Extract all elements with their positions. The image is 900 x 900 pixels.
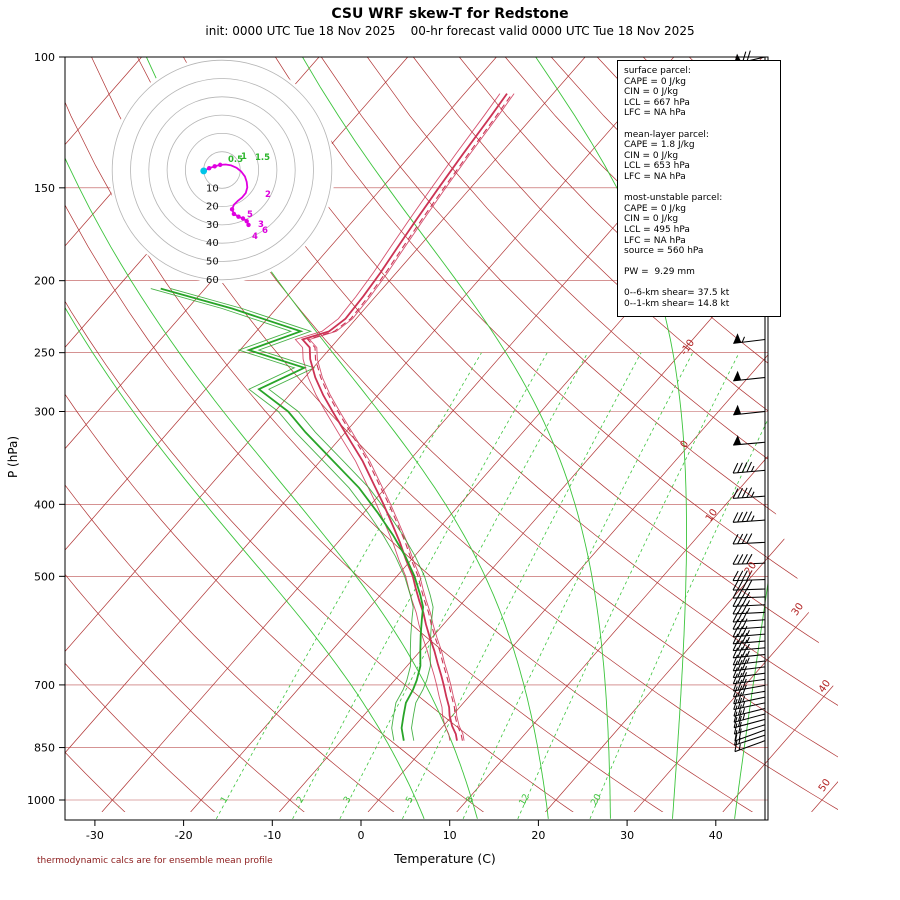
chart-subtitle: init: 0000 UTC Tue 18 Nov 2025 00-hr for… — [205, 24, 695, 38]
info-line: LFC = NA hPa — [624, 108, 686, 119]
svg-text:100: 100 — [34, 51, 55, 64]
info-line: CAPE = 0 J/kg — [624, 76, 687, 87]
svg-text:40: 40 — [817, 678, 833, 695]
info-line: surface parcel: — [624, 66, 691, 76]
info-line: 0--1-km shear= 14.8 kt — [624, 299, 730, 310]
axes: -30 -20 -10 0 10 20 30 401001502002503004005007… — [27, 51, 769, 842]
svg-text:5: 5 — [404, 795, 416, 805]
svg-text:1.5: 1.5 — [255, 153, 270, 163]
svg-text:-20: -20 — [175, 829, 193, 842]
svg-text:2: 2 — [265, 190, 271, 200]
svg-text:500: 500 — [34, 570, 55, 583]
svg-text:400: 400 — [34, 498, 55, 511]
svg-text:0: 0 — [679, 439, 692, 451]
svg-text:5: 5 — [247, 210, 253, 220]
svg-text:1: 1 — [241, 152, 247, 162]
info-line: PW = 9.29 mm — [624, 267, 695, 278]
info-line — [624, 183, 774, 194]
svg-text:20: 20 — [531, 829, 545, 842]
svg-text:0: 0 — [358, 829, 365, 842]
svg-text:60: 60 — [206, 275, 219, 286]
svg-text:40: 40 — [206, 238, 219, 249]
info-line — [624, 257, 774, 268]
svg-text:850: 850 — [34, 742, 55, 755]
svg-text:300: 300 — [34, 406, 55, 419]
svg-text:2: 2 — [295, 795, 307, 805]
svg-text:1: 1 — [219, 795, 231, 805]
svg-text:700: 700 — [34, 679, 55, 692]
svg-text:-10: -10 — [263, 829, 281, 842]
info-line: source = 560 hPa — [624, 246, 704, 257]
info-line — [624, 119, 774, 130]
svg-text:3: 3 — [342, 795, 354, 805]
info-line: LCL = 495 hPa — [624, 224, 690, 235]
info-line: LFC = NA hPa — [624, 235, 686, 246]
svg-text:-30: -30 — [86, 829, 104, 842]
svg-text:200: 200 — [34, 275, 55, 288]
info-line: CAPE = 1.8 J/kg — [624, 140, 695, 151]
svg-text:20: 20 — [206, 202, 219, 213]
svg-text:150: 150 — [34, 182, 55, 195]
svg-text:10: 10 — [206, 183, 219, 194]
info-line: LFC = NA hPa — [624, 171, 686, 182]
svg-text:4: 4 — [252, 232, 258, 242]
info-line: CAPE = 0 J/kg — [624, 203, 687, 214]
svg-text:1000: 1000 — [27, 794, 55, 807]
chart-title: CSU WRF skew-T for Redstone — [331, 6, 569, 22]
svg-text:0.5: 0.5 — [228, 155, 243, 165]
svg-text:50: 50 — [817, 777, 833, 794]
info-line: 0--6-km shear= 37.5 kt — [624, 288, 730, 299]
info-line — [624, 278, 774, 289]
info-line: CIN = 0 J/kg — [624, 87, 679, 98]
svg-text:3: 3 — [258, 220, 264, 230]
mixing-ratio-labels: 1 2 3 5 8 12 20 — [219, 792, 604, 807]
svg-text:250: 250 — [34, 347, 55, 360]
svg-text:40: 40 — [709, 829, 723, 842]
svg-text:12: 12 — [518, 793, 532, 808]
svg-text:30: 30 — [620, 829, 634, 842]
parcel-info-panel: surface parcel: CAPE = 0 J/kg CIN = 0 J/kg… — [617, 60, 781, 317]
info-line: most-unstable parcel: — [624, 193, 723, 204]
svg-text:8: 8 — [465, 795, 477, 805]
svg-text:6: 6 — [262, 226, 268, 236]
svg-text:20: 20 — [589, 792, 604, 807]
y-axis-label: P (hPa) — [6, 435, 20, 478]
svg-text:10: 10 — [443, 829, 457, 842]
info-line: CIN = 0 J/kg — [624, 214, 679, 225]
sounding-profiles — [150, 93, 515, 741]
footer-note: thermodynamic calcs are for ensemble mea… — [37, 856, 273, 866]
x-axis-label: Temperature (C) — [394, 851, 496, 866]
svg-text:-10: -10 — [679, 338, 697, 358]
wind-barbs — [732, 50, 766, 820]
svg-text:30: 30 — [206, 220, 219, 231]
info-line: LCL = 653 hPa — [624, 161, 690, 172]
info-line: LCL = 667 hPa — [624, 97, 690, 108]
info-line: CIN = 0 J/kg — [624, 150, 679, 161]
info-line: mean-layer parcel: — [624, 129, 709, 140]
moist-adiabats-and-mixing-lines — [65, 57, 768, 819]
svg-text:30: 30 — [790, 601, 806, 618]
svg-text:50: 50 — [206, 257, 219, 268]
